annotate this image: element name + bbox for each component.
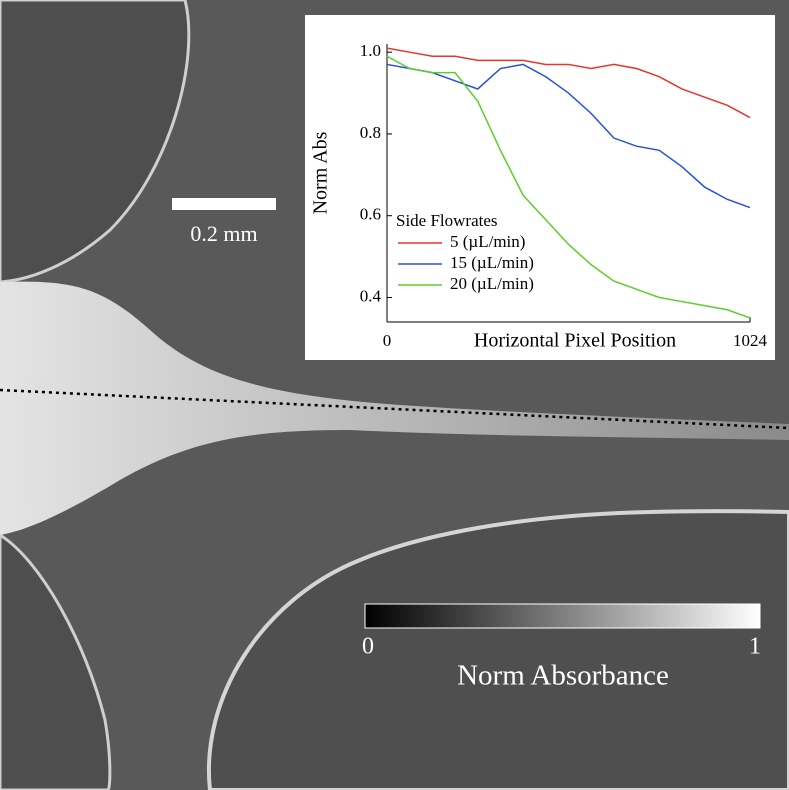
y-tick-label: 0.4 [360,286,382,305]
page: 0.2 mm 0 1 Norm Absorbance 0.4 0.6 0.8 1.0 0 1… [0,0,789,790]
legend-label: 15 (µL/min) [450,253,534,272]
x-axis-label: Horizontal Pixel Position [474,330,676,352]
y-axis-label: Norm Abs [310,131,332,214]
colorbar [365,604,760,628]
x-tick-label: 0 [383,331,392,350]
scale-bar [172,198,276,210]
y-tick-label: 1.0 [360,41,381,60]
legend-label: 5 (µL/min) [450,232,525,251]
legend-title: Side Flowrates [396,211,498,230]
y-tick-label: 0.8 [360,123,381,142]
y-tick-label: 0.6 [360,205,381,224]
figure: 0.2 mm 0 1 Norm Absorbance 0.4 0.6 0.8 1.0 0 1… [0,0,789,790]
x-tick-label: 1024 [733,331,768,350]
colorbar-tick-label: 0 [362,634,374,660]
scale-bar-label: 0.2 mm [190,221,257,246]
colorbar-tick-label: 1 [749,634,761,660]
colorbar-label: Norm Absorbance [457,660,669,692]
legend-label: 20 (µL/min) [450,274,534,293]
